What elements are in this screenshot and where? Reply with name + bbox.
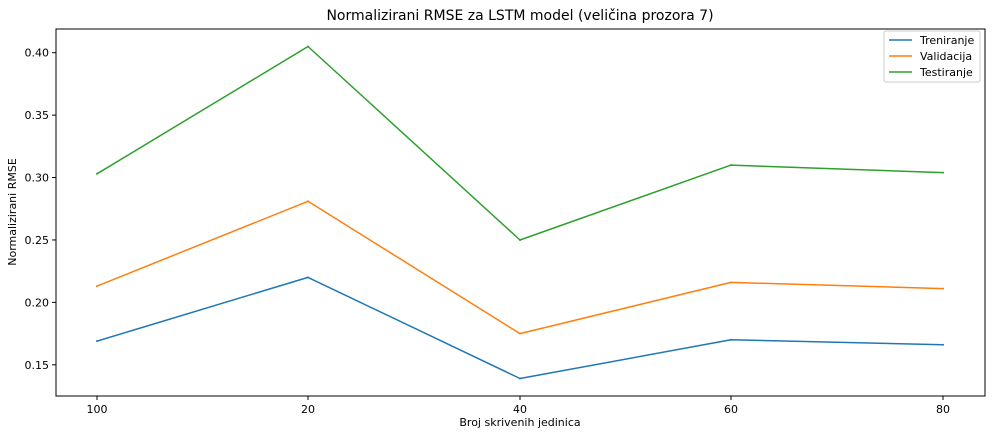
y-tick-label: 0.35 — [25, 109, 50, 122]
legend-label-treniranje: Treniranje — [919, 34, 974, 47]
y-axis-label: Normalizirani RMSE — [6, 158, 19, 266]
x-tick-label: 100 — [87, 403, 108, 416]
data-point-testiranje — [307, 45, 309, 48]
x-tick-label: 40 — [513, 403, 527, 416]
series-lines — [96, 45, 944, 380]
legend-label-testiranje: Testiranje — [919, 66, 973, 79]
x-axis: 100 20 40 60 80 — [87, 396, 950, 416]
y-tick-label: 0.20 — [25, 296, 50, 309]
y-axis: 0.15 0.20 0.25 0.30 0.35 0.40 — [25, 47, 56, 372]
chart-title: Normalizirani RMSE za LSTM model (veliči… — [326, 8, 713, 24]
data-point-treniranje — [942, 343, 944, 346]
legend: Treniranje Validacija Testiranje — [883, 30, 981, 83]
data-point-testiranje — [519, 239, 521, 241]
data-point-validacija — [730, 281, 732, 284]
data-point-validacija — [519, 332, 521, 335]
data-point-treniranje — [96, 340, 98, 343]
y-tick-label: 0.25 — [25, 234, 50, 247]
data-point-validacija — [307, 200, 309, 203]
legend-label-validacija: Validacija — [920, 50, 972, 63]
data-point-treniranje — [519, 377, 521, 380]
data-point-treniranje — [307, 276, 309, 279]
data-point-treniranje — [730, 338, 732, 341]
x-tick-label: 20 — [301, 403, 315, 416]
legend-box — [883, 30, 981, 83]
y-tick-label: 0.15 — [25, 359, 50, 372]
data-point-testiranje — [942, 171, 944, 174]
data-point-validacija — [942, 287, 944, 290]
y-tick-label: 0.40 — [25, 47, 50, 60]
x-axis-label: Broj skrivenih jedinica — [459, 416, 580, 429]
data-point-validacija — [96, 285, 98, 288]
x-tick-label: 60 — [724, 403, 738, 416]
data-point-testiranje — [96, 172, 98, 175]
y-tick-label: 0.30 — [25, 172, 50, 185]
data-point-testiranje — [730, 164, 732, 167]
x-tick-label: 80 — [936, 403, 950, 416]
